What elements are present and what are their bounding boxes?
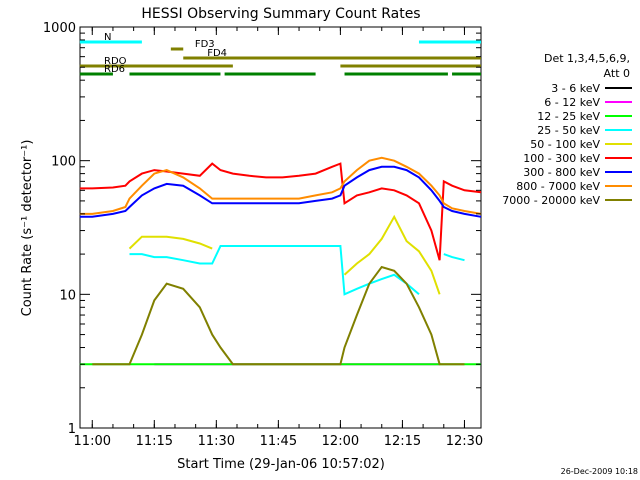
legend-entry-label: 25 - 50 keV <box>537 124 600 137</box>
x-axis-label: Start Time (29-Jan-06 10:57:02) <box>177 457 385 472</box>
plot-border <box>79 26 482 429</box>
legend-entry-label: 800 - 7000 keV <box>516 180 600 193</box>
legend-title-line1: Det 1,3,4,5,6,9, <box>544 52 630 65</box>
legend-entry-label: 3 - 6 keV <box>551 82 600 95</box>
legend-entry-label: 300 - 800 keV <box>523 166 600 179</box>
x-tick-label: 12:15 <box>384 434 421 449</box>
legend-title-line2: Att 0 <box>604 67 630 80</box>
plot-frame <box>79 26 482 429</box>
chart-title: HESSI Observing Summary Count Rates <box>141 6 420 22</box>
y-axis-label: Count Rate (s⁻¹ detector⁻¹) <box>20 140 35 317</box>
legend-entry-label: 100 - 300 keV <box>523 152 600 165</box>
x-tick-label: 12:30 <box>446 434 483 449</box>
legend-entry-label: 50 - 100 keV <box>530 138 600 151</box>
flag-label-fd4: FD4 <box>207 48 227 59</box>
flag-label-rdo: RDO <box>104 56 127 67</box>
y-tick-label: 100 <box>51 155 76 170</box>
axes-group: 11:00 11:15 11:30 11:45 12:00 12:15 12:30 1 10 10… <box>43 21 483 449</box>
series-line <box>92 265 465 366</box>
x-tick-label: 11:45 <box>260 434 297 449</box>
series-line <box>128 214 441 295</box>
series-line <box>129 245 465 296</box>
flag-label-fd3: FD3 <box>195 39 215 50</box>
timestamp: 26-Dec-2009 10:18 <box>561 467 638 476</box>
x-tick-label: 11:00 <box>74 434 111 449</box>
series-line <box>79 165 482 218</box>
x-tick-label: 11:15 <box>136 434 173 449</box>
series-group <box>79 156 482 366</box>
flag-label-rd6: RD6 <box>104 64 125 75</box>
series-line <box>79 156 482 215</box>
y-tick-label: 1000 <box>43 21 76 36</box>
y-tick-label: 10 <box>59 288 76 303</box>
y-tick-label: 1 <box>68 422 76 437</box>
legend-entry-label: 6 - 12 keV <box>544 96 600 109</box>
legend-entry-label: 7000 - 20000 keV <box>502 194 600 207</box>
flag-label-n: N <box>104 32 111 43</box>
x-tick-label: 11:30 <box>198 434 235 449</box>
legend-entry-label: 12 - 25 keV <box>537 110 600 123</box>
series-line <box>79 162 482 261</box>
x-tick-label: 12:00 <box>322 434 359 449</box>
